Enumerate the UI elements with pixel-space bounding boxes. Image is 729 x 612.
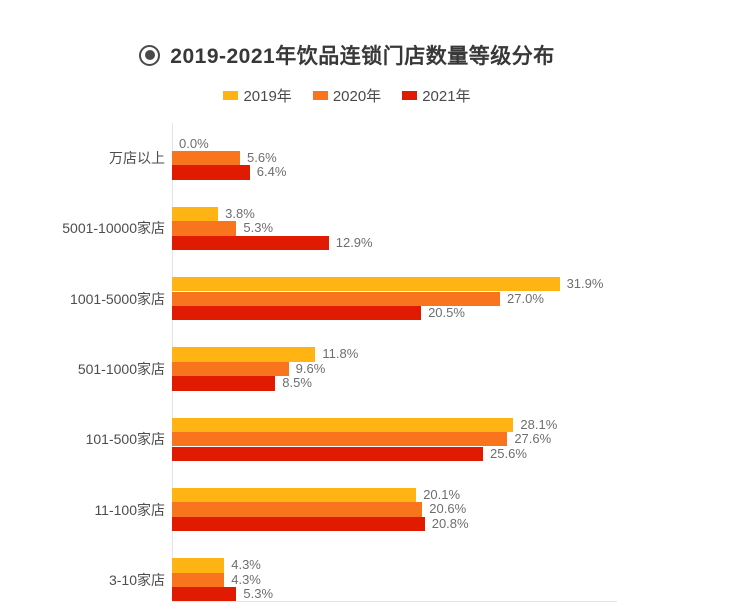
bar-2020年-万店以上 <box>172 150 241 166</box>
bar-2019年-101-500家店 <box>172 417 514 433</box>
bar-2020年-5001-10000家店 <box>172 221 237 236</box>
category-label: 万店以上 <box>109 150 165 167</box>
value-label: 3.8% <box>225 205 255 221</box>
category-label: 501-1000家店 <box>77 361 165 377</box>
category-label: 5001-10000家店 <box>62 220 165 237</box>
value-label: 25.6% <box>490 445 527 461</box>
legend-item-2019[interactable]: 2019年 <box>223 85 292 106</box>
legend-label-2019: 2019年 <box>243 87 292 105</box>
bar-2021年-501-1000家店 <box>172 376 276 391</box>
value-label: 20.5% <box>428 304 465 320</box>
value-label: 12.9% <box>335 234 373 250</box>
value-label: 27.0% <box>507 290 544 306</box>
x-axis-line <box>172 601 617 602</box>
value-label: 9.6% <box>295 360 326 376</box>
legend-swatch-2019 <box>223 90 239 100</box>
legend-label-2021: 2021年 <box>422 87 471 105</box>
value-label: 11.8% <box>322 346 359 362</box>
category-label: 1001-5000家店 <box>70 290 165 307</box>
value-label: 5.3% <box>243 220 274 236</box>
value-label: 20.8% <box>431 515 469 531</box>
value-label: 20.6% <box>429 501 467 517</box>
value-label: 20.1% <box>423 487 461 502</box>
chart-title: 2019-2021年饮品连锁门店数量等级分布 <box>170 45 555 68</box>
category-label: 11-100家店 <box>94 501 165 518</box>
value-label: 31.9% <box>566 276 604 292</box>
legend-swatch-2020 <box>312 90 328 100</box>
bar-2021年-1001-5000家店 <box>172 305 422 321</box>
value-label: 5.3% <box>243 586 274 602</box>
bar-2020年-1001-5000家店 <box>172 291 501 306</box>
value-label: 28.1% <box>520 416 558 432</box>
value-label: 27.6% <box>514 431 552 447</box>
legend-item-2021[interactable]: 2021年 <box>402 85 471 106</box>
bar-2019年-11-100家店 <box>172 488 417 503</box>
bar-2019年-1001-5000家店 <box>172 277 560 292</box>
bar-2019年-5001-10000家店 <box>172 206 219 222</box>
legend-label-2020: 2020年 <box>332 87 382 105</box>
value-label: 4.3% <box>231 557 261 573</box>
chart-title-row: 2019-2021年饮品连锁门店数量等级分布 <box>0 41 694 69</box>
legend-swatch-2021 <box>402 90 418 100</box>
bar-2021年-5001-10000家店 <box>172 235 329 250</box>
value-label: 4.3% <box>231 571 261 587</box>
value-label: 6.4% <box>256 164 287 180</box>
bar-2019年-501-1000家店 <box>172 347 316 362</box>
bar-2021年-11-100家店 <box>172 516 425 532</box>
category-label: 3-10家店 <box>108 571 165 588</box>
bar-2020年-11-100家店 <box>172 502 423 517</box>
bar-2021年-万店以上 <box>172 165 250 180</box>
bar-2020年-101-500家店 <box>172 432 508 447</box>
value-label: 5.6% <box>247 149 277 165</box>
bar-2020年-501-1000家店 <box>172 361 289 377</box>
legend-item-2020[interactable]: 2020年 <box>312 85 382 106</box>
bullseye-icon <box>139 44 161 66</box>
legend: 2019年 2020年 2021年 <box>0 85 694 105</box>
value-label: 8.5% <box>282 375 312 391</box>
bar-2020年-3-10家店 <box>172 572 225 588</box>
category-label: 101-500家店 <box>85 431 165 448</box>
bar-2021年-3-10家店 <box>172 587 237 602</box>
bar-2019年-3-10家店 <box>172 558 225 573</box>
bar-2021年-101-500家店 <box>172 446 484 461</box>
value-label: 0.0% <box>179 135 209 151</box>
